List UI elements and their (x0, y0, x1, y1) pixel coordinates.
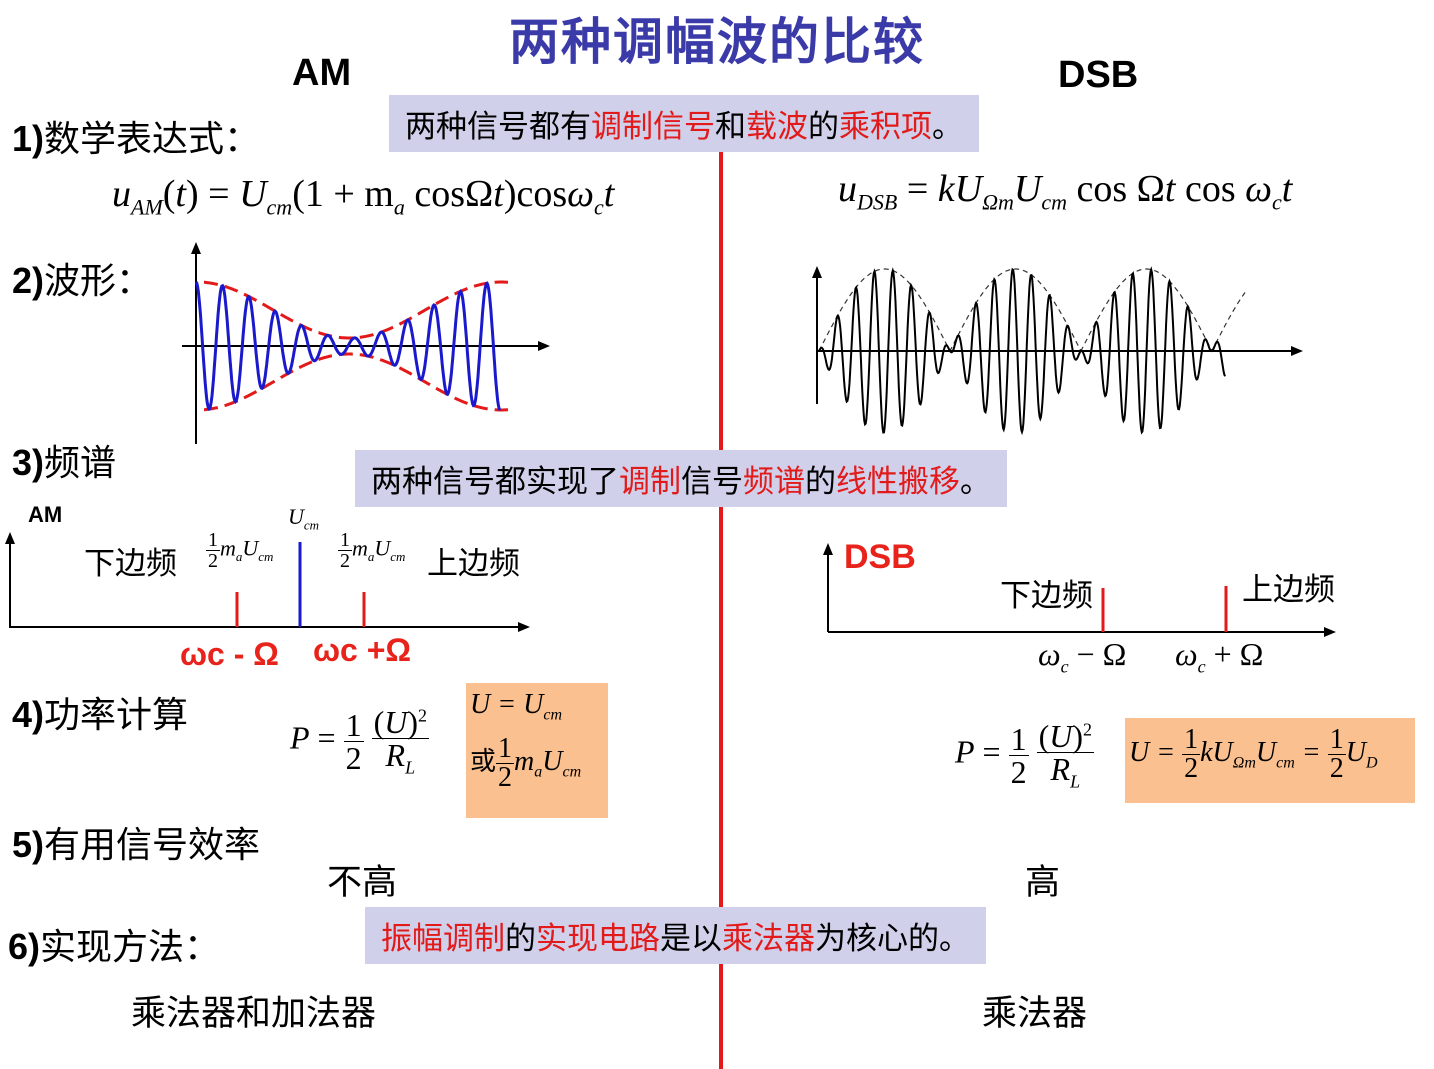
item-4-heading: 4)功率计算 (12, 686, 188, 738)
am-power-box: U = Ucm 或 1 2 maUcm (466, 683, 608, 818)
dsb-implementation: 乘法器 (982, 994, 1088, 1034)
item-3-number: 3) (12, 442, 45, 483)
am-freq-low: ωc - Ω (180, 636, 279, 672)
am-implementation: 乘法器和加法器 (131, 994, 377, 1034)
item-5-heading: 5)有用信号效率 (12, 816, 260, 868)
dsb-column-header: DSB (1058, 54, 1139, 96)
am-spectrum-label: AM (28, 502, 63, 527)
box3-text-1: 的 (505, 921, 536, 957)
box2-text-4: 。 (960, 464, 991, 500)
box1-red-3: 乘积项 (839, 109, 932, 145)
box3-red-2: 实现电路 (536, 921, 660, 957)
am-lower-sideband-label: 下边频 (84, 546, 177, 582)
dsb-power-box: U = 1 2 kUΩmUcm = 1 2 UD (1125, 718, 1415, 803)
dsb-freq-low: ωc − Ω (1038, 636, 1127, 677)
box1-text-1: 两种信号都有 (405, 109, 591, 145)
box3-text-2: 是以 (660, 921, 722, 957)
item-1-number: 1) (12, 118, 45, 159)
dsb-spectrum-axes (823, 543, 1336, 637)
am-spectrum-axes (5, 532, 530, 632)
am-freq-high: ωc +Ω (313, 632, 412, 668)
item-3-label: 频谱 (44, 443, 117, 484)
box3-red-1: 振幅调制 (381, 921, 505, 957)
dsb-formula: uDSB = kUΩmUcm cos Ωt cos ωct (838, 168, 1293, 215)
item-4-number: 4) (12, 694, 45, 735)
item-2-number: 2) (12, 260, 45, 301)
box1-text-2: 和 (715, 109, 746, 145)
box1-text-3: 的 (808, 109, 839, 145)
box3-red-3: 乘法器 (722, 921, 815, 957)
item-5-label: 有用信号效率 (44, 825, 261, 866)
box2-text-1: 两种信号都实现了 (371, 464, 619, 500)
am-column-header: AM (292, 52, 352, 94)
am-upper-sideband-label: 上边频 (427, 546, 520, 582)
dsb-lower-sideband-label: 下边频 (1000, 578, 1093, 614)
page-title: 两种调幅波的比较 (509, 13, 925, 71)
am-carrier-amplitude: Ucm (288, 504, 320, 533)
highlight-box-product: 两种信号都有调制信号和载波的乘积项。 (389, 95, 979, 152)
box2-text-3: 的 (805, 464, 836, 500)
dsb-efficiency: 高 (1025, 863, 1061, 903)
box2-red-1: 调制 (619, 464, 681, 500)
item-2-heading: 2)波形： (12, 252, 152, 304)
box2-red-3: 线性搬移 (836, 464, 960, 500)
box2-text-2: 信号 (681, 464, 743, 500)
center-divider (719, 152, 723, 1069)
box1-red-2: 载波 (746, 109, 808, 145)
item-1-heading: 1)数学表达式： (12, 110, 260, 162)
box1-text-4: 。 (932, 109, 963, 145)
item-6-heading: 6)实现方法： (8, 918, 220, 970)
dsb-waveform (812, 266, 1303, 436)
box2-red-2: 频谱 (743, 464, 805, 500)
item-3-heading: 3)频谱 (12, 434, 116, 486)
dsb-upper-sideband-label: 上边频 (1242, 572, 1335, 608)
item-6-label: 实现方法： (40, 927, 221, 968)
highlight-box-implementation: 振幅调制的实现电路是以乘法器为核心的。 (365, 907, 986, 964)
item-1-label: 数学表达式： (44, 119, 261, 160)
box1-red-1: 调制信号 (591, 109, 715, 145)
item-2-label: 波形： (44, 261, 153, 302)
highlight-box-spectrum: 两种信号都实现了调制信号频谱的线性搬移。 (355, 450, 1007, 507)
am-lower-sideband-amplitude: 1 2 maUcm (206, 529, 274, 572)
item-5-number: 5) (12, 824, 45, 865)
dsb-spectrum-label: DSB (844, 538, 916, 576)
dsb-freq-high: ωc + Ω (1175, 636, 1264, 677)
box3-text-3: 为核心的。 (815, 921, 970, 957)
item-6-number: 6) (8, 926, 41, 967)
am-power-or: 或 (470, 746, 497, 777)
am-formula: uAM(t) = Ucm(1 + ma cosΩt)cosωct (112, 173, 615, 220)
item-4-label: 功率计算 (44, 695, 189, 736)
am-upper-sideband-amplitude: 1 2 maUcm (338, 529, 406, 572)
am-waveform (182, 242, 550, 444)
am-efficiency: 不高 (327, 863, 398, 903)
